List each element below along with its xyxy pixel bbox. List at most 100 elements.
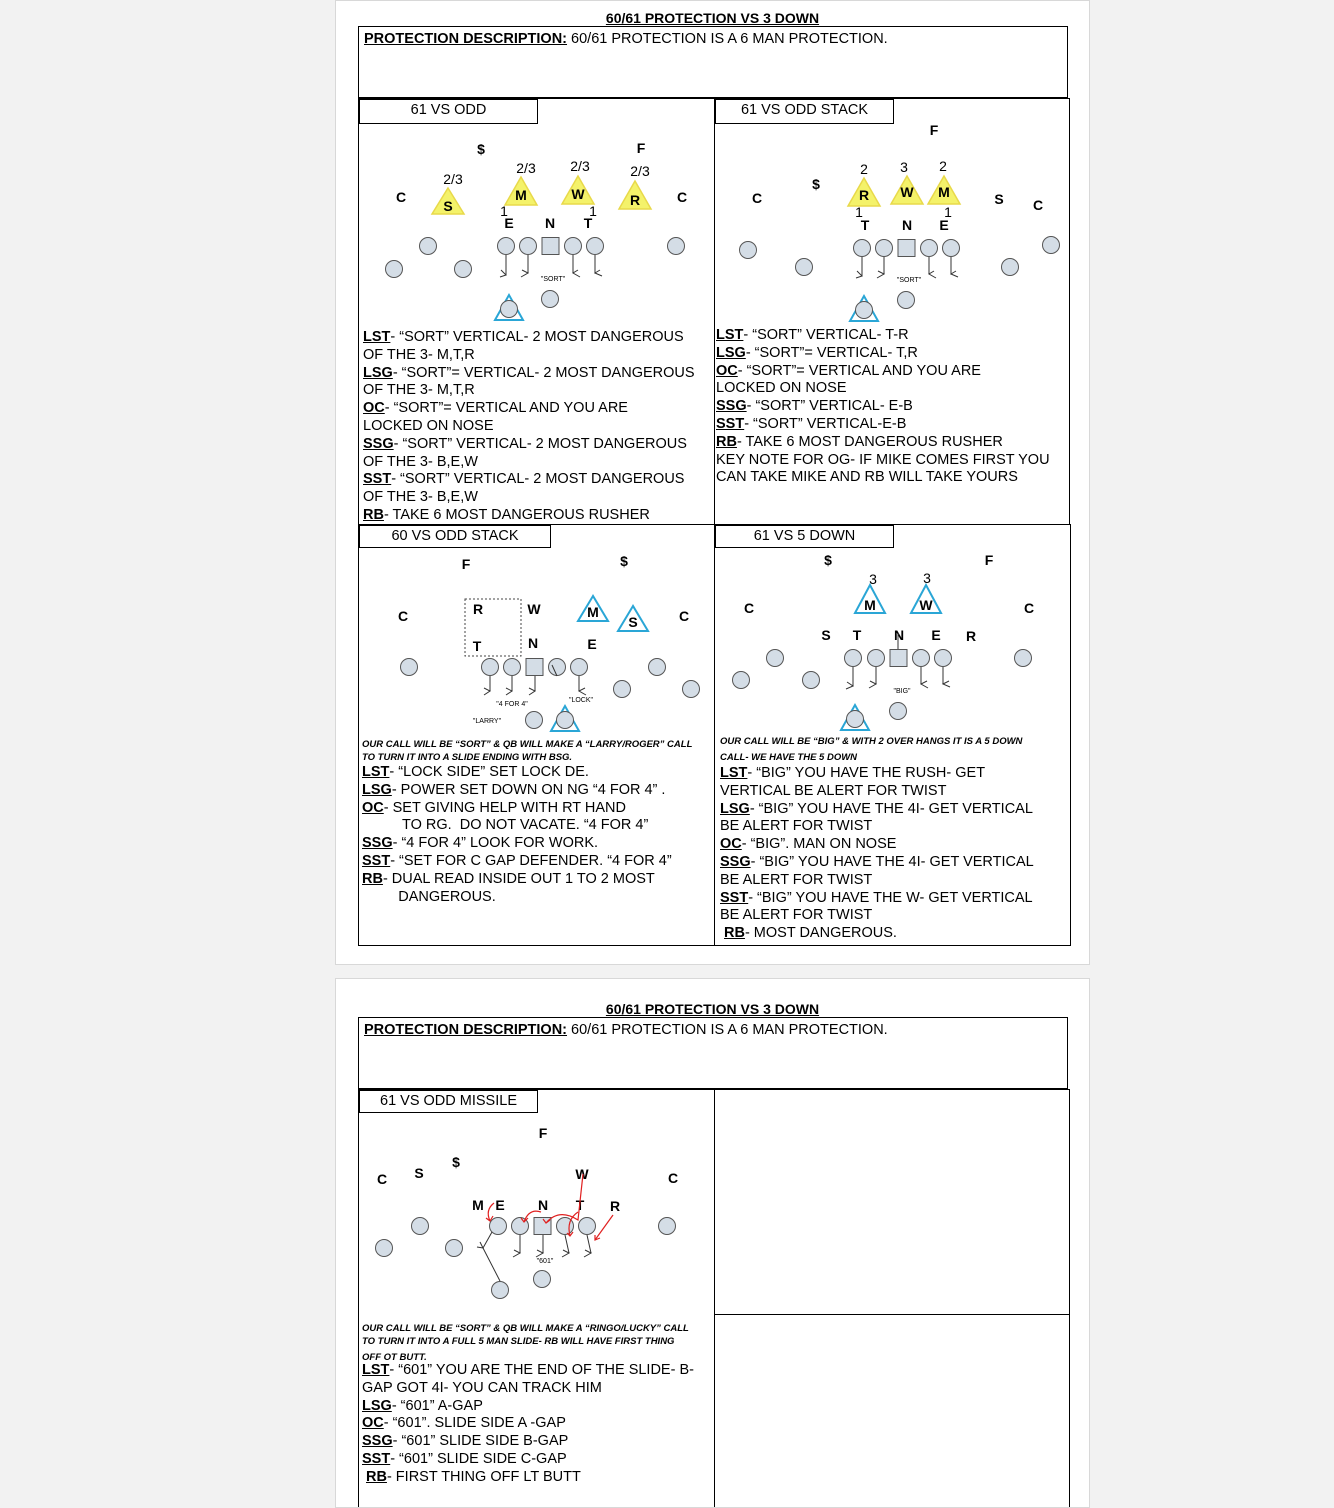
page-title: 60/61 PROTECTION VS 3 DOWN bbox=[605, 10, 820, 26]
running-back-circle bbox=[556, 711, 574, 729]
note-line: RB- FIRST THING OFF LT BUTT bbox=[366, 1468, 581, 1485]
yellow-defender-triangle bbox=[503, 175, 539, 206]
note-line: LST- “SORT” VERTICAL- T-R bbox=[716, 327, 909, 343]
note-line: OF THE 3- B,E,W bbox=[363, 489, 478, 506]
lineman-circle bbox=[519, 237, 537, 255]
note-line: LOCKED ON NOSE bbox=[363, 417, 494, 434]
blue-defender-triangle bbox=[853, 582, 887, 614]
diagram-symbol: T bbox=[861, 217, 870, 233]
receiver-circle bbox=[1042, 236, 1060, 254]
diagram-symbol: 3 bbox=[869, 571, 877, 587]
stunt-arrow bbox=[568, 1211, 579, 1237]
receiver-circle bbox=[766, 649, 784, 667]
diagram-symbol: R bbox=[473, 601, 483, 617]
block-arrow bbox=[919, 667, 929, 689]
note-line: RB- DUAL READ INSIDE OUT 1 TO 2 MOST bbox=[362, 870, 655, 887]
diagram-symbol: S bbox=[994, 191, 1003, 207]
diagram-symbol: C bbox=[744, 600, 754, 616]
diagram-symbol: $ bbox=[812, 176, 820, 192]
play-diagram-61-vs-odd-missile: F $ C S W C M E N T R "601" bbox=[375, 1125, 678, 1299]
diagram-symbol: S bbox=[821, 627, 830, 643]
diagram-symbol: R bbox=[859, 187, 869, 203]
call-note: OUR CALL WILL BE “BIG” & WITH 2 OVER HAN… bbox=[720, 734, 1022, 766]
cell-notes: LST- “BIG” YOU HAVE THE RUSH- GET VERTIC… bbox=[720, 765, 1034, 943]
diagram-symbol: E bbox=[587, 636, 596, 652]
diagram-symbol: E bbox=[495, 1197, 504, 1213]
diagram-symbol: F bbox=[462, 556, 471, 572]
lineman-circle bbox=[920, 239, 938, 257]
description-text: 60/61 PROTECTION IS A 6 MAN PROTECTION. bbox=[567, 31, 888, 47]
note-line: LST- “SORT” VERTICAL- 2 MOST DANGEROUS bbox=[363, 329, 684, 345]
play-diagram-60-vs-odd-stack: F $ C C R W M S T N E "4 FOR 4" "LOCK" "… bbox=[398, 553, 700, 732]
cell-61-vs-odd-stack: 61 VS ODD STACK F $ C C S 2 3 2 R W M 1 … bbox=[714, 98, 1070, 525]
play-diagram-61-vs-odd-stack: F $ C C S 2 3 2 R W M 1 1 T N E "SORT" bbox=[739, 122, 1060, 322]
block-arrow bbox=[528, 676, 536, 696]
block-arrow bbox=[499, 255, 507, 278]
diagram-symbol: N bbox=[528, 635, 538, 651]
diagram-symbol: C bbox=[677, 189, 687, 205]
note-line: LOCKED ON NOSE bbox=[716, 380, 847, 397]
note-line: SSG- “BIG” YOU HAVE THE 4I- GET VERTICAL bbox=[720, 853, 1034, 870]
note-line: RB- TAKE 6 MOST DANGEROUS RUSHER bbox=[716, 433, 1003, 450]
note-line: SSG- “SORT” VERTICAL- E-B bbox=[716, 398, 913, 415]
call-note-line: OUR CALL WILL BE “SORT” & QB WILL MAKE A… bbox=[362, 1323, 689, 1334]
stack-box bbox=[464, 598, 522, 657]
note-line: RB- TAKE 6 MOST DANGEROUS RUSHER bbox=[363, 506, 650, 523]
diagram-symbol: 2 bbox=[860, 161, 868, 177]
diagram-symbol: W bbox=[575, 1166, 589, 1182]
stunt-arrowhead bbox=[594, 1235, 601, 1241]
call-note-line: TO TURN IT INTO A SLIDE ENDING WITH BSG. bbox=[362, 751, 573, 763]
stunt-arrow bbox=[487, 1202, 495, 1222]
diagram-symbol: C bbox=[679, 608, 689, 624]
lineman-circle bbox=[875, 239, 893, 257]
protection-call: "BIG" bbox=[893, 688, 911, 695]
note-line: SST- “SET FOR C GAP DEFENDER. “4 FOR 4” bbox=[362, 852, 672, 869]
cell-title: 61 VS 5 DOWN bbox=[715, 525, 894, 548]
receiver-circle bbox=[648, 658, 666, 676]
block-arrow bbox=[561, 1234, 571, 1258]
protection-call: "LARRY" bbox=[473, 718, 502, 725]
diagram-symbol: 2 bbox=[939, 158, 947, 174]
note-line: LSG- “SORT”= VERTICAL- 2 MOST DANGEROUS bbox=[363, 364, 695, 381]
lineman-circle bbox=[481, 658, 499, 676]
diagram-symbol: $ bbox=[452, 1154, 460, 1170]
note-line: LST- “601” YOU ARE THE END OF THE SLIDE-… bbox=[362, 1362, 694, 1378]
diagram-symbol: R bbox=[610, 1198, 620, 1214]
note-line: BE ALERT FOR TWIST bbox=[720, 818, 873, 835]
page-title: 60/61 PROTECTION VS 3 DOWN bbox=[605, 1001, 820, 1017]
receiver-circle bbox=[802, 671, 820, 689]
note-line: OF THE 3- B,E,W bbox=[363, 453, 478, 470]
protection-call: "4 FOR 4" bbox=[496, 701, 528, 708]
diagram-symbol: M bbox=[938, 184, 950, 200]
diagram-symbol: 1 bbox=[589, 203, 597, 219]
receiver-circle bbox=[658, 1217, 676, 1235]
lineman-circle bbox=[578, 1217, 596, 1235]
block-arrow bbox=[949, 257, 959, 278]
stunt-arrowhead bbox=[485, 1215, 494, 1222]
diagram-symbol: S bbox=[414, 1165, 423, 1181]
note-line: SST- “601” SLIDE SIDE C-GAP bbox=[362, 1450, 567, 1467]
block-arrow bbox=[941, 667, 951, 688]
note-line: LSG- “SORT”= VERTICAL- T,R bbox=[716, 344, 918, 361]
note-line: OC- “SORT”= VERTICAL AND YOU ARE bbox=[716, 362, 981, 379]
receiver-circle bbox=[375, 1239, 393, 1257]
diagram-symbol: W bbox=[900, 184, 914, 200]
call-note-line: OUR CALL WILL BE “BIG” & WITH 2 OVER HAN… bbox=[720, 736, 1023, 747]
center-square bbox=[525, 658, 544, 676]
diagram-symbol: N bbox=[902, 217, 912, 233]
diagram-symbol: T bbox=[584, 215, 593, 231]
diagram-symbol: C bbox=[398, 608, 408, 624]
blue-defender-triangle bbox=[909, 582, 943, 614]
diagram-symbol: C bbox=[396, 189, 406, 205]
document-page-2: 60/61 PROTECTION VS 3 DOWN PROTECTION DE… bbox=[335, 978, 1090, 1508]
block-arrow bbox=[505, 676, 513, 696]
diagram-symbol: F bbox=[637, 140, 646, 156]
quarterback-circle bbox=[533, 1270, 551, 1288]
running-back-circle bbox=[500, 300, 518, 318]
quarterback-circle bbox=[525, 711, 543, 729]
running-back-circle bbox=[846, 710, 864, 728]
stunt-arrowhead bbox=[520, 1217, 529, 1223]
block-arrow bbox=[520, 255, 530, 278]
diagram-symbol: R bbox=[966, 628, 976, 644]
block-arrow bbox=[572, 255, 581, 278]
